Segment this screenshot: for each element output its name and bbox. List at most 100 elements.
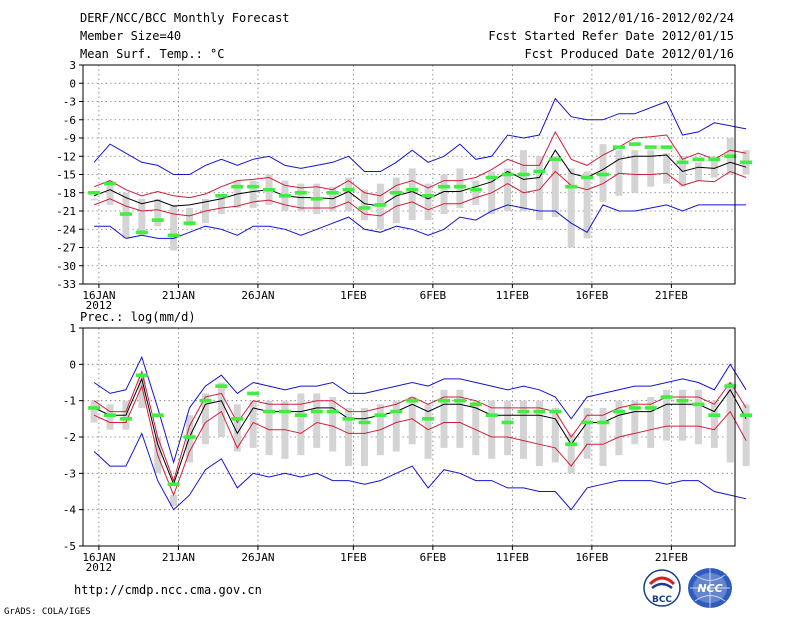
observation-marker — [199, 398, 212, 403]
max-line — [93, 97, 747, 175]
observation-marker — [263, 409, 276, 414]
observation-marker — [310, 409, 323, 414]
observation-marker — [469, 187, 482, 192]
observation-marker — [263, 187, 276, 192]
observation-marker — [390, 190, 403, 195]
spread-bar — [329, 397, 337, 452]
spread-bar — [456, 389, 464, 448]
observation-marker — [501, 420, 514, 425]
observation-marker — [708, 413, 721, 417]
spread-bar — [408, 397, 416, 445]
observation-marker — [469, 402, 482, 407]
observation-marker — [183, 221, 196, 225]
observation-marker — [151, 218, 164, 222]
observation-marker — [676, 398, 689, 403]
temperature-panel: 3 0 -3 -6 -9 -12 -15 -18 -21 -24 -27 -30 -33 16JAN 21J… — [56, 59, 753, 312]
spread-bar — [647, 397, 655, 448]
spread-bar — [551, 407, 559, 463]
observation-marker — [247, 391, 260, 396]
spread-bar — [679, 389, 687, 441]
spread-bar — [408, 168, 416, 221]
observation-marker — [278, 193, 291, 198]
spread-bar — [170, 204, 178, 251]
observation-marker — [119, 417, 132, 421]
observation-marker — [485, 413, 498, 417]
observation-marker — [104, 181, 117, 186]
observation-marker — [406, 398, 419, 403]
y-tick-label: 0 — [69, 77, 76, 90]
observation-marker — [597, 420, 610, 425]
x-tick-label: 21JAN — [162, 551, 195, 564]
spread-bar — [535, 400, 543, 467]
observation-marker — [215, 193, 228, 198]
chart-title: DERF/NCC/BCC Monthly Forecast — [80, 11, 290, 25]
observation-marker — [88, 190, 101, 195]
observation-marker — [644, 145, 657, 149]
ncc-logo-text: NCC — [697, 582, 722, 595]
observation-marker — [374, 413, 387, 417]
observation-marker — [549, 409, 562, 414]
observation-marker — [342, 417, 355, 421]
observation-marker — [597, 172, 610, 177]
spread-bar — [170, 495, 178, 507]
x-tick-label: 21FEB — [655, 289, 688, 302]
observation-marker — [326, 190, 339, 195]
observation-marker — [660, 395, 673, 399]
observation-marker — [740, 160, 753, 165]
y-tick-label: -5 — [63, 540, 76, 553]
spread-bar — [424, 183, 432, 221]
year-label: 2012 — [86, 299, 113, 312]
observation-marker — [660, 145, 673, 149]
spread-bar — [186, 415, 194, 463]
observation-marker — [104, 413, 117, 417]
grads-credit: GrADS: COLA/IGES — [4, 607, 91, 617]
ensemble-mean-line — [93, 377, 747, 486]
observation-marker — [294, 413, 307, 417]
observation-marker — [453, 184, 466, 189]
observation-marker — [692, 402, 705, 407]
spread-bar — [392, 177, 400, 224]
observation-marker — [565, 184, 578, 189]
bcc-logo: BCC — [643, 569, 681, 607]
observation-marker — [676, 160, 689, 165]
spread-bar — [647, 150, 655, 187]
observation-marker — [135, 373, 148, 378]
y-tick-label: -4 — [63, 504, 77, 517]
spread-bar — [265, 400, 273, 456]
spread-bar — [186, 207, 194, 227]
observation-marker — [581, 420, 594, 425]
observation-marker — [501, 172, 514, 177]
spread-bar — [201, 393, 209, 445]
observation-marker — [422, 417, 435, 421]
observation-marker — [453, 398, 466, 403]
variable-label: Mean Surf. Temp.: °C — [80, 47, 225, 61]
spread-bar — [535, 156, 543, 221]
lower-std-line — [93, 384, 747, 497]
y-tick-label: -6 — [63, 114, 76, 127]
x-tick-label: 1FEB — [340, 551, 367, 564]
observation-marker — [612, 145, 625, 149]
observation-marker — [231, 417, 244, 421]
observation-marker — [565, 442, 578, 447]
spread-bar — [694, 162, 702, 181]
observation-marker — [437, 398, 450, 403]
max-line — [93, 355, 747, 465]
upper-std-line — [93, 130, 747, 199]
spread-bar — [138, 375, 146, 408]
spread-bar — [313, 393, 321, 448]
x-tick-label: 21FEB — [655, 551, 688, 564]
y-tick-label: -9 — [63, 132, 76, 145]
source-url[interactable]: http://cmdp.ncc.cma.gov.cn — [74, 583, 262, 597]
forecast-period: For 2012/01/16-2012/02/24 — [553, 11, 734, 25]
observation-marker — [167, 233, 180, 238]
observation-marker — [485, 175, 498, 180]
observation-marker — [119, 212, 132, 216]
spread-bar — [567, 433, 575, 474]
spread-bar — [217, 382, 225, 437]
y-tick-label: -27 — [56, 242, 76, 255]
x-tick-label: 16FEB — [575, 551, 608, 564]
observation-marker — [151, 413, 164, 417]
observation-marker — [326, 409, 339, 414]
spread-bar — [424, 404, 432, 459]
spread-bar — [297, 393, 305, 456]
